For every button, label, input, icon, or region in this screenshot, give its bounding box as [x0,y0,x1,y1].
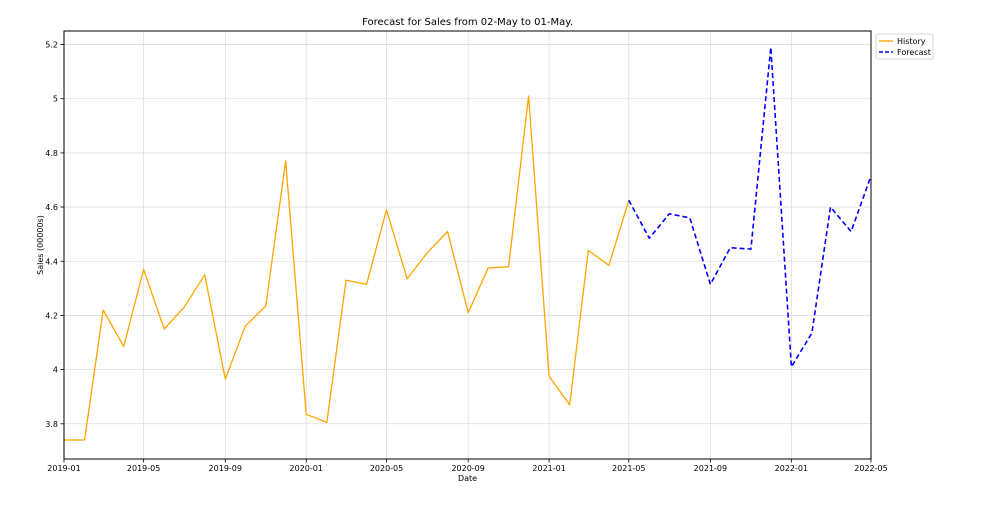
x-tick-label: 2021-09 [694,464,727,473]
x-tick-label: 2020-05 [370,464,403,473]
x-tick-label: 2020-09 [451,464,484,473]
grid-lines [63,31,872,459]
x-tick-label: 2022-05 [854,464,887,473]
legend-box [875,33,934,60]
x-axis-ticks: 2019-01 2019-05 2019-09 2020-01 2020-05 2020-… [47,459,888,473]
x-tick-label: 2021-01 [532,464,565,473]
y-tick-label: 5.2 [45,41,58,50]
chart-title: Forecast for Sales from 02-May to 01-May… [362,17,573,28]
x-tick-label: 2019-09 [209,464,242,473]
x-tick-label: 2019-05 [127,464,160,473]
legend-label-forecast: Forecast [897,48,931,57]
x-tick-label: 2019-01 [47,464,80,473]
x-tick-label: 2020-01 [290,464,323,473]
x-tick-label: 2021-05 [612,464,645,473]
x-tick-label: 2022-01 [775,464,808,473]
x-axis-label: Date [458,474,477,483]
series-line-forecast [628,46,872,368]
y-tick-label: 4.8 [45,149,58,158]
y-tick-label: 4.4 [45,257,58,266]
y-tick-label: 4.2 [45,311,58,320]
y-tick-label: 4 [53,366,58,375]
series-layer [64,46,872,441]
legend: History Forecast [875,33,934,60]
legend-label-history: History [897,37,926,46]
y-axis-label: Sales (00000s) [36,215,45,275]
y-tick-label: 3.8 [45,420,58,429]
series-line-history [64,95,630,441]
y-axis-ticks: 3.8 4 4.2 4.4 4.6 4.8 5 5.2 [45,41,64,429]
y-tick-label: 5 [53,95,58,104]
plot-frame [63,30,872,460]
y-tick-label: 4.6 [45,203,58,212]
